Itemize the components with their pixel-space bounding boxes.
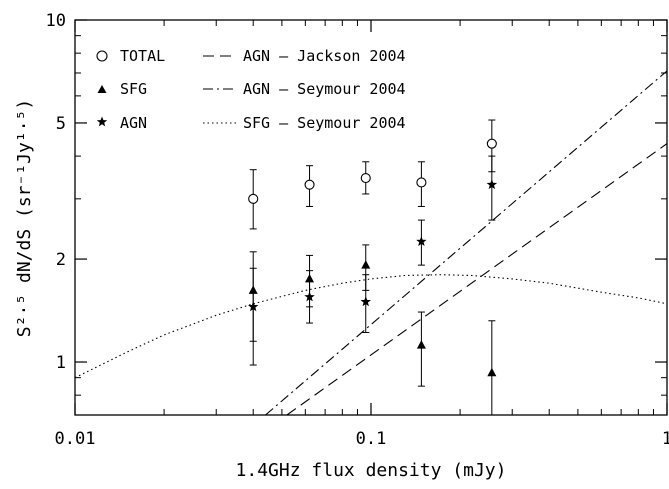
x-tick-label: 1 bbox=[662, 429, 669, 449]
model-lines bbox=[75, 70, 667, 415]
marker-circle bbox=[486, 138, 497, 149]
plot-frame bbox=[74, 19, 668, 416]
legend-label-seymour-agn: AGN – Seymour 2004 bbox=[243, 80, 406, 98]
marker-star bbox=[360, 296, 371, 307]
x-axis-title: 1.4GHz flux density (mJy) bbox=[236, 460, 507, 481]
legend-marker-sfg bbox=[97, 85, 107, 93]
point-agn bbox=[416, 219, 427, 266]
point-agn bbox=[486, 155, 498, 221]
legend-marker-agn bbox=[96, 116, 108, 127]
y-axis-title: S²·⁵ dN/dS (sr⁻¹Jy¹·⁵) bbox=[14, 99, 35, 337]
marker-circle bbox=[360, 173, 371, 184]
marker-star bbox=[248, 301, 259, 312]
marker-circle bbox=[304, 179, 315, 190]
y-tick-label: 5 bbox=[56, 114, 66, 134]
marker-triangle bbox=[487, 367, 497, 377]
x-tick-label: 0.1 bbox=[356, 429, 387, 449]
point-total bbox=[416, 161, 427, 207]
point-sfg bbox=[487, 320, 497, 415]
model-line-dotted bbox=[75, 274, 667, 379]
legend: TOTAL SFG AGN AGN – Jackson 2004 AGN – S… bbox=[96, 47, 406, 132]
data-points bbox=[248, 119, 498, 415]
legend-label-seymour-sfg: SFG – Seymour 2004 bbox=[243, 114, 406, 132]
point-agn bbox=[360, 274, 371, 333]
marker-triangle bbox=[361, 260, 371, 269]
marker-circle bbox=[416, 177, 427, 188]
point-agn bbox=[304, 270, 315, 324]
legend-label-agn: AGN bbox=[120, 114, 147, 132]
model-line-dashed bbox=[286, 143, 667, 415]
point-agn bbox=[248, 267, 259, 366]
marker-star bbox=[304, 291, 315, 302]
marker-triangle bbox=[416, 340, 426, 349]
point-sfg bbox=[416, 311, 426, 387]
legend-label-total: TOTAL bbox=[120, 47, 165, 65]
point-total bbox=[304, 165, 315, 207]
x-tick-label: 0.01 bbox=[55, 429, 96, 449]
point-total bbox=[360, 161, 371, 195]
marker-circle bbox=[248, 193, 259, 204]
point-total bbox=[248, 169, 259, 230]
y-tick-label: 10 bbox=[46, 11, 66, 31]
y-tick-label: 2 bbox=[56, 250, 66, 270]
model-line-dash-dot bbox=[265, 70, 667, 415]
marker-star bbox=[486, 179, 498, 190]
legend-label-sfg: SFG bbox=[120, 80, 147, 98]
marker-star bbox=[416, 236, 427, 246]
legend-label-jackson: AGN – Jackson 2004 bbox=[243, 47, 406, 65]
y-tick-label: 1 bbox=[56, 353, 66, 373]
legend-marker-total bbox=[96, 50, 108, 62]
tick-labels: 0.01 0.1 1 1 2 5 10 bbox=[46, 11, 669, 449]
